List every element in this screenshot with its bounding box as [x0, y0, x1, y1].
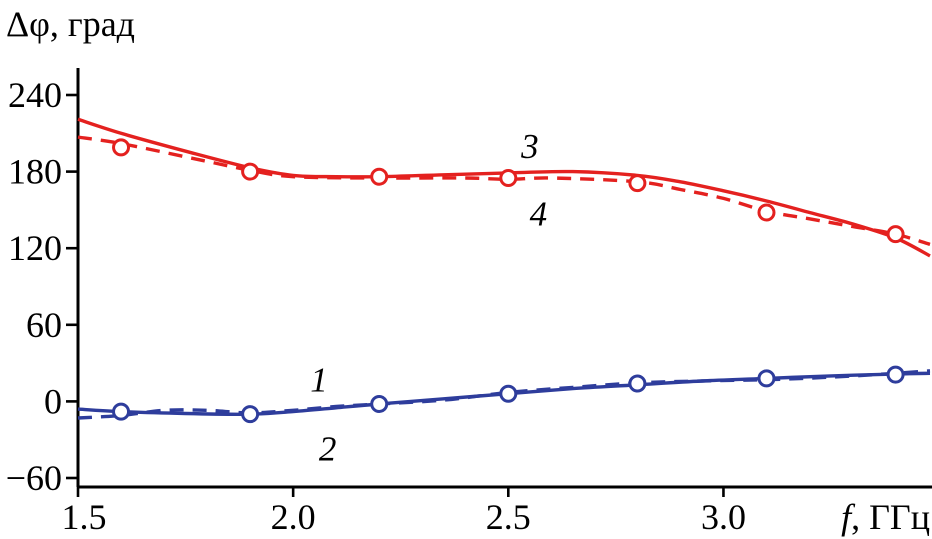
marker-circle-blue — [499, 384, 518, 403]
x-axis-title: f, ГГц — [841, 499, 930, 535]
marker-circle-blue — [886, 365, 905, 384]
y-tick-label: 120 — [8, 228, 62, 268]
x-axis-title-variable: f — [841, 497, 852, 537]
marker-circle-red — [370, 167, 389, 186]
x-tick-label: 2.0 — [271, 497, 316, 537]
x-axis-title-units: , ГГц — [851, 497, 930, 537]
marker-circle-blue — [757, 369, 776, 388]
y-tick-label: −60 — [6, 458, 62, 498]
marker-circle-red — [499, 168, 518, 187]
marker-circle-red — [757, 203, 776, 222]
marker-circle-red — [241, 162, 260, 181]
curve-4 — [77, 135, 931, 247]
curve-label-2: 2 — [319, 430, 337, 469]
curve-label-3: 3 — [520, 127, 539, 166]
marker-circle-blue — [112, 402, 131, 421]
x-tick-label: 2.5 — [486, 497, 531, 537]
x-tick-label: 1.5 — [62, 497, 107, 537]
x-tick-label: 3.0 — [701, 497, 746, 537]
curve-3 — [77, 117, 931, 258]
curve-label-4: 4 — [530, 195, 548, 234]
y-tick-label: 240 — [8, 75, 62, 115]
marker-circle-blue — [241, 405, 260, 424]
marker-circle-red — [112, 138, 131, 157]
y-tick-label: 0 — [44, 381, 62, 421]
marker-circle-red — [628, 174, 647, 193]
y-tick-label: 180 — [8, 152, 62, 192]
marker-circle-red — [886, 225, 905, 244]
curve-label-1: 1 — [310, 361, 328, 400]
marker-circle-blue — [370, 394, 389, 413]
y-axis-title: Δφ, град — [6, 4, 135, 44]
marker-circle-blue — [628, 374, 647, 393]
curve-2 — [77, 369, 931, 420]
y-tick-label: 60 — [26, 305, 62, 345]
